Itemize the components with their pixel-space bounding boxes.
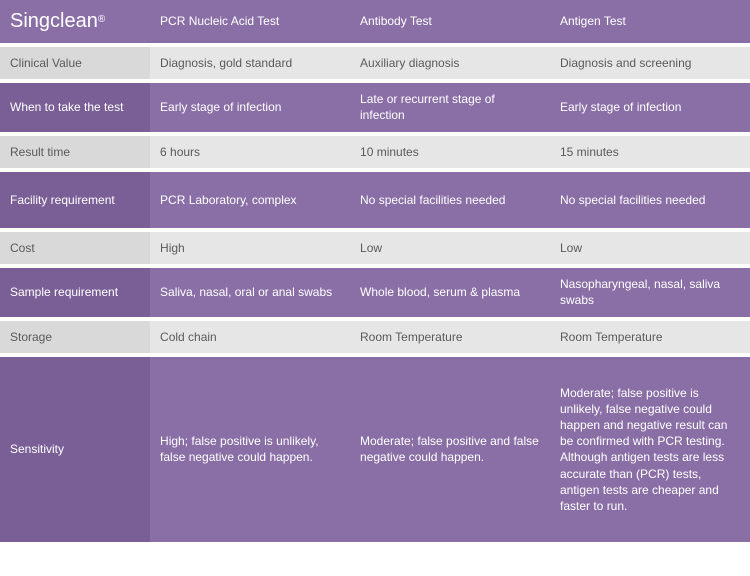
row-sensitivity: Sensitivity High; false positive is unli… [0,357,750,543]
cell-when-c3: Early stage of infection [550,83,750,131]
cell-storage-c1: Cold chain [150,321,350,353]
row-when-to-take: When to take the test Early stage of inf… [0,83,750,131]
col-header-antibody: Antibody Test [350,0,550,43]
cell-clinical-c2: Auxiliary diagnosis [350,47,550,79]
row-result-time: Result time 6 hours 10 minutes 15 minute… [0,136,750,168]
label-cost: Cost [0,232,150,264]
cell-when-c2: Late or recurrent stage of infection [350,83,550,131]
label-clinical-value: Clinical Value [0,47,150,79]
col-header-antigen: Antigen Test [550,0,750,43]
label-sensitivity: Sensitivity [0,357,150,543]
cell-sensitivity-c2: Moderate; false positive and false negat… [350,357,550,543]
cell-result-c1: 6 hours [150,136,350,168]
row-sample: Sample requirement Saliva, nasal, oral o… [0,268,750,316]
cell-sensitivity-c1: High; false positive is unlikely, false … [150,357,350,543]
label-facility: Facility requirement [0,172,150,228]
cell-sample-c2: Whole blood, serum & plasma [350,268,550,316]
label-when-to-take: When to take the test [0,83,150,131]
row-clinical-value: Clinical Value Diagnosis, gold standard … [0,47,750,79]
col-header-pcr: PCR Nucleic Acid Test [150,0,350,43]
cell-when-c1: Early stage of infection [150,83,350,131]
cell-result-c2: 10 minutes [350,136,550,168]
comparison-table: Singclean® PCR Nucleic Acid Test Antibod… [0,0,750,542]
cell-clinical-c1: Diagnosis, gold standard [150,47,350,79]
cell-cost-c3: Low [550,232,750,264]
header-row: Singclean® PCR Nucleic Acid Test Antibod… [0,0,750,43]
cell-facility-c3: No special facilities needed [550,172,750,228]
label-sample: Sample requirement [0,268,150,316]
cell-result-c3: 15 minutes [550,136,750,168]
cell-clinical-c3: Diagnosis and screening [550,47,750,79]
cell-storage-c3: Room Temperature [550,321,750,353]
cell-facility-c1: PCR Laboratory, complex [150,172,350,228]
row-cost: Cost High Low Low [0,232,750,264]
row-facility: Facility requirement PCR Laboratory, com… [0,172,750,228]
row-storage: Storage Cold chain Room Temperature Room… [0,321,750,353]
cell-sensitivity-c3: Moderate; false positive is unlikely, fa… [550,357,750,543]
cell-sample-c3: Nasopharyngeal, nasal, saliva swabs [550,268,750,316]
reg-mark: ® [98,14,105,25]
label-result-time: Result time [0,136,150,168]
label-storage: Storage [0,321,150,353]
cell-facility-c2: No special facilities needed [350,172,550,228]
cell-cost-c1: High [150,232,350,264]
cell-cost-c2: Low [350,232,550,264]
brand-cell: Singclean® [0,0,150,43]
brand-name: Singclean [10,10,98,32]
cell-storage-c2: Room Temperature [350,321,550,353]
cell-sample-c1: Saliva, nasal, oral or anal swabs [150,268,350,316]
